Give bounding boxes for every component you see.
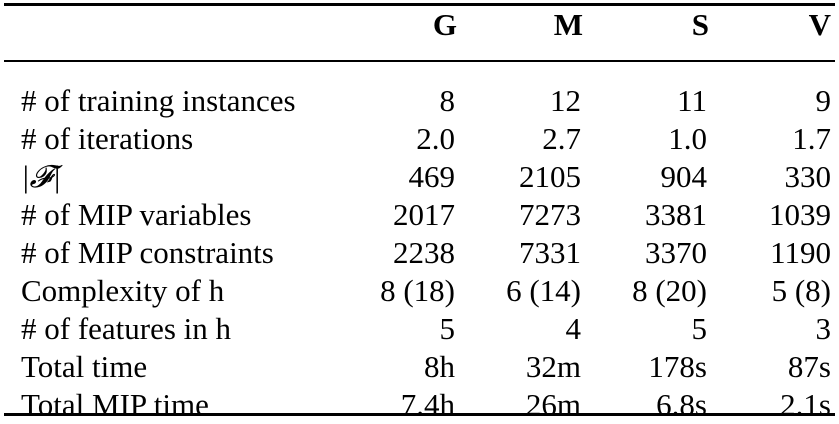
row-label: # of MIP constraints xyxy=(21,235,274,270)
cell-s: 6.8s xyxy=(656,387,707,422)
cell-s: 5 xyxy=(691,311,708,346)
row-label: # of MIP variables xyxy=(21,197,252,232)
table-row: # of features in h 5 4 5 3 xyxy=(4,310,835,348)
cell-v: 330 xyxy=(784,159,832,194)
cell-m: 2105 xyxy=(519,159,581,194)
row-label: |𝓕| xyxy=(21,159,61,194)
table-row: Complexity of h 8 (18) 6 (14) 8 (20) 5 (… xyxy=(4,272,835,310)
cell-v: 1039 xyxy=(769,197,831,232)
table-row: Total time 8h 32m 178s 87s xyxy=(4,348,835,386)
cell-m: 7273 xyxy=(519,197,581,232)
cell-g: 2017 xyxy=(393,197,455,232)
cell-s: 8 (20) xyxy=(632,273,707,308)
cell-v: 1.7 xyxy=(792,121,831,156)
cell-m: 6 (14) xyxy=(506,273,581,308)
cell-s: 3370 xyxy=(645,235,707,270)
cell-v: 1190 xyxy=(770,235,831,270)
cell-m: 4 xyxy=(565,311,582,346)
cell-m: 2.7 xyxy=(542,121,581,156)
cell-g: 8 (18) xyxy=(380,273,455,308)
cell-v: 5 (8) xyxy=(771,273,831,308)
cell-g: 7.4h xyxy=(400,387,455,422)
table-row: # of MIP variables 2017 7273 3381 1039 xyxy=(4,196,835,234)
top-rule xyxy=(4,3,835,6)
bottom-rule xyxy=(4,413,835,416)
cell-v: 9 xyxy=(815,83,832,118)
table-row: # of training instances 8 12 11 9 xyxy=(4,82,835,120)
cell-g: 2.0 xyxy=(416,121,455,156)
row-label: # of features in h xyxy=(21,311,232,346)
cell-m: 12 xyxy=(550,83,581,118)
table-row: Total MIP time 7.4h 26m 6.8s 2.1s xyxy=(4,386,835,424)
cell-m: 32m xyxy=(525,349,581,384)
cell-v: 2.1s xyxy=(780,387,831,422)
table-row: |𝓕| 469 2105 904 330 xyxy=(4,158,835,196)
header-cell-m: M xyxy=(553,7,583,42)
row-label: Total time xyxy=(21,349,148,384)
row-label: Complexity of h xyxy=(21,273,225,308)
spacer-row xyxy=(4,44,835,82)
cell-v: 87s xyxy=(787,349,831,384)
cell-m: 7331 xyxy=(519,235,581,270)
cell-v: 3 xyxy=(815,311,832,346)
table-row: # of MIP constraints 2238 7331 3370 1190 xyxy=(4,234,835,272)
header-cell-v: V xyxy=(808,7,831,42)
cell-g: 8h xyxy=(424,349,455,384)
cell-s: 904 xyxy=(660,159,708,194)
row-label: Total MIP time xyxy=(21,387,209,422)
cell-m: 26m xyxy=(525,387,581,422)
results-table: G M S V # of training instances 8 12 11 … xyxy=(4,6,835,424)
cell-s: 11 xyxy=(677,83,707,118)
header-row: G M S V xyxy=(4,6,835,44)
cell-s: 178s xyxy=(648,349,707,384)
cell-s: 3381 xyxy=(645,197,707,232)
table-row: # of iterations 2.0 2.7 1.0 1.7 xyxy=(4,120,835,158)
header-cell-s: S xyxy=(691,7,709,42)
cell-g: 469 xyxy=(408,159,456,194)
row-label: # of iterations xyxy=(21,121,194,156)
header-cell-g: G xyxy=(432,7,457,42)
cell-g: 2238 xyxy=(393,235,455,270)
row-label: # of training instances xyxy=(21,83,296,118)
header-rule xyxy=(4,60,835,62)
cell-g: 8 xyxy=(439,83,456,118)
cell-s: 1.0 xyxy=(668,121,707,156)
header-cell-label xyxy=(4,6,358,44)
cell-g: 5 xyxy=(439,311,456,346)
